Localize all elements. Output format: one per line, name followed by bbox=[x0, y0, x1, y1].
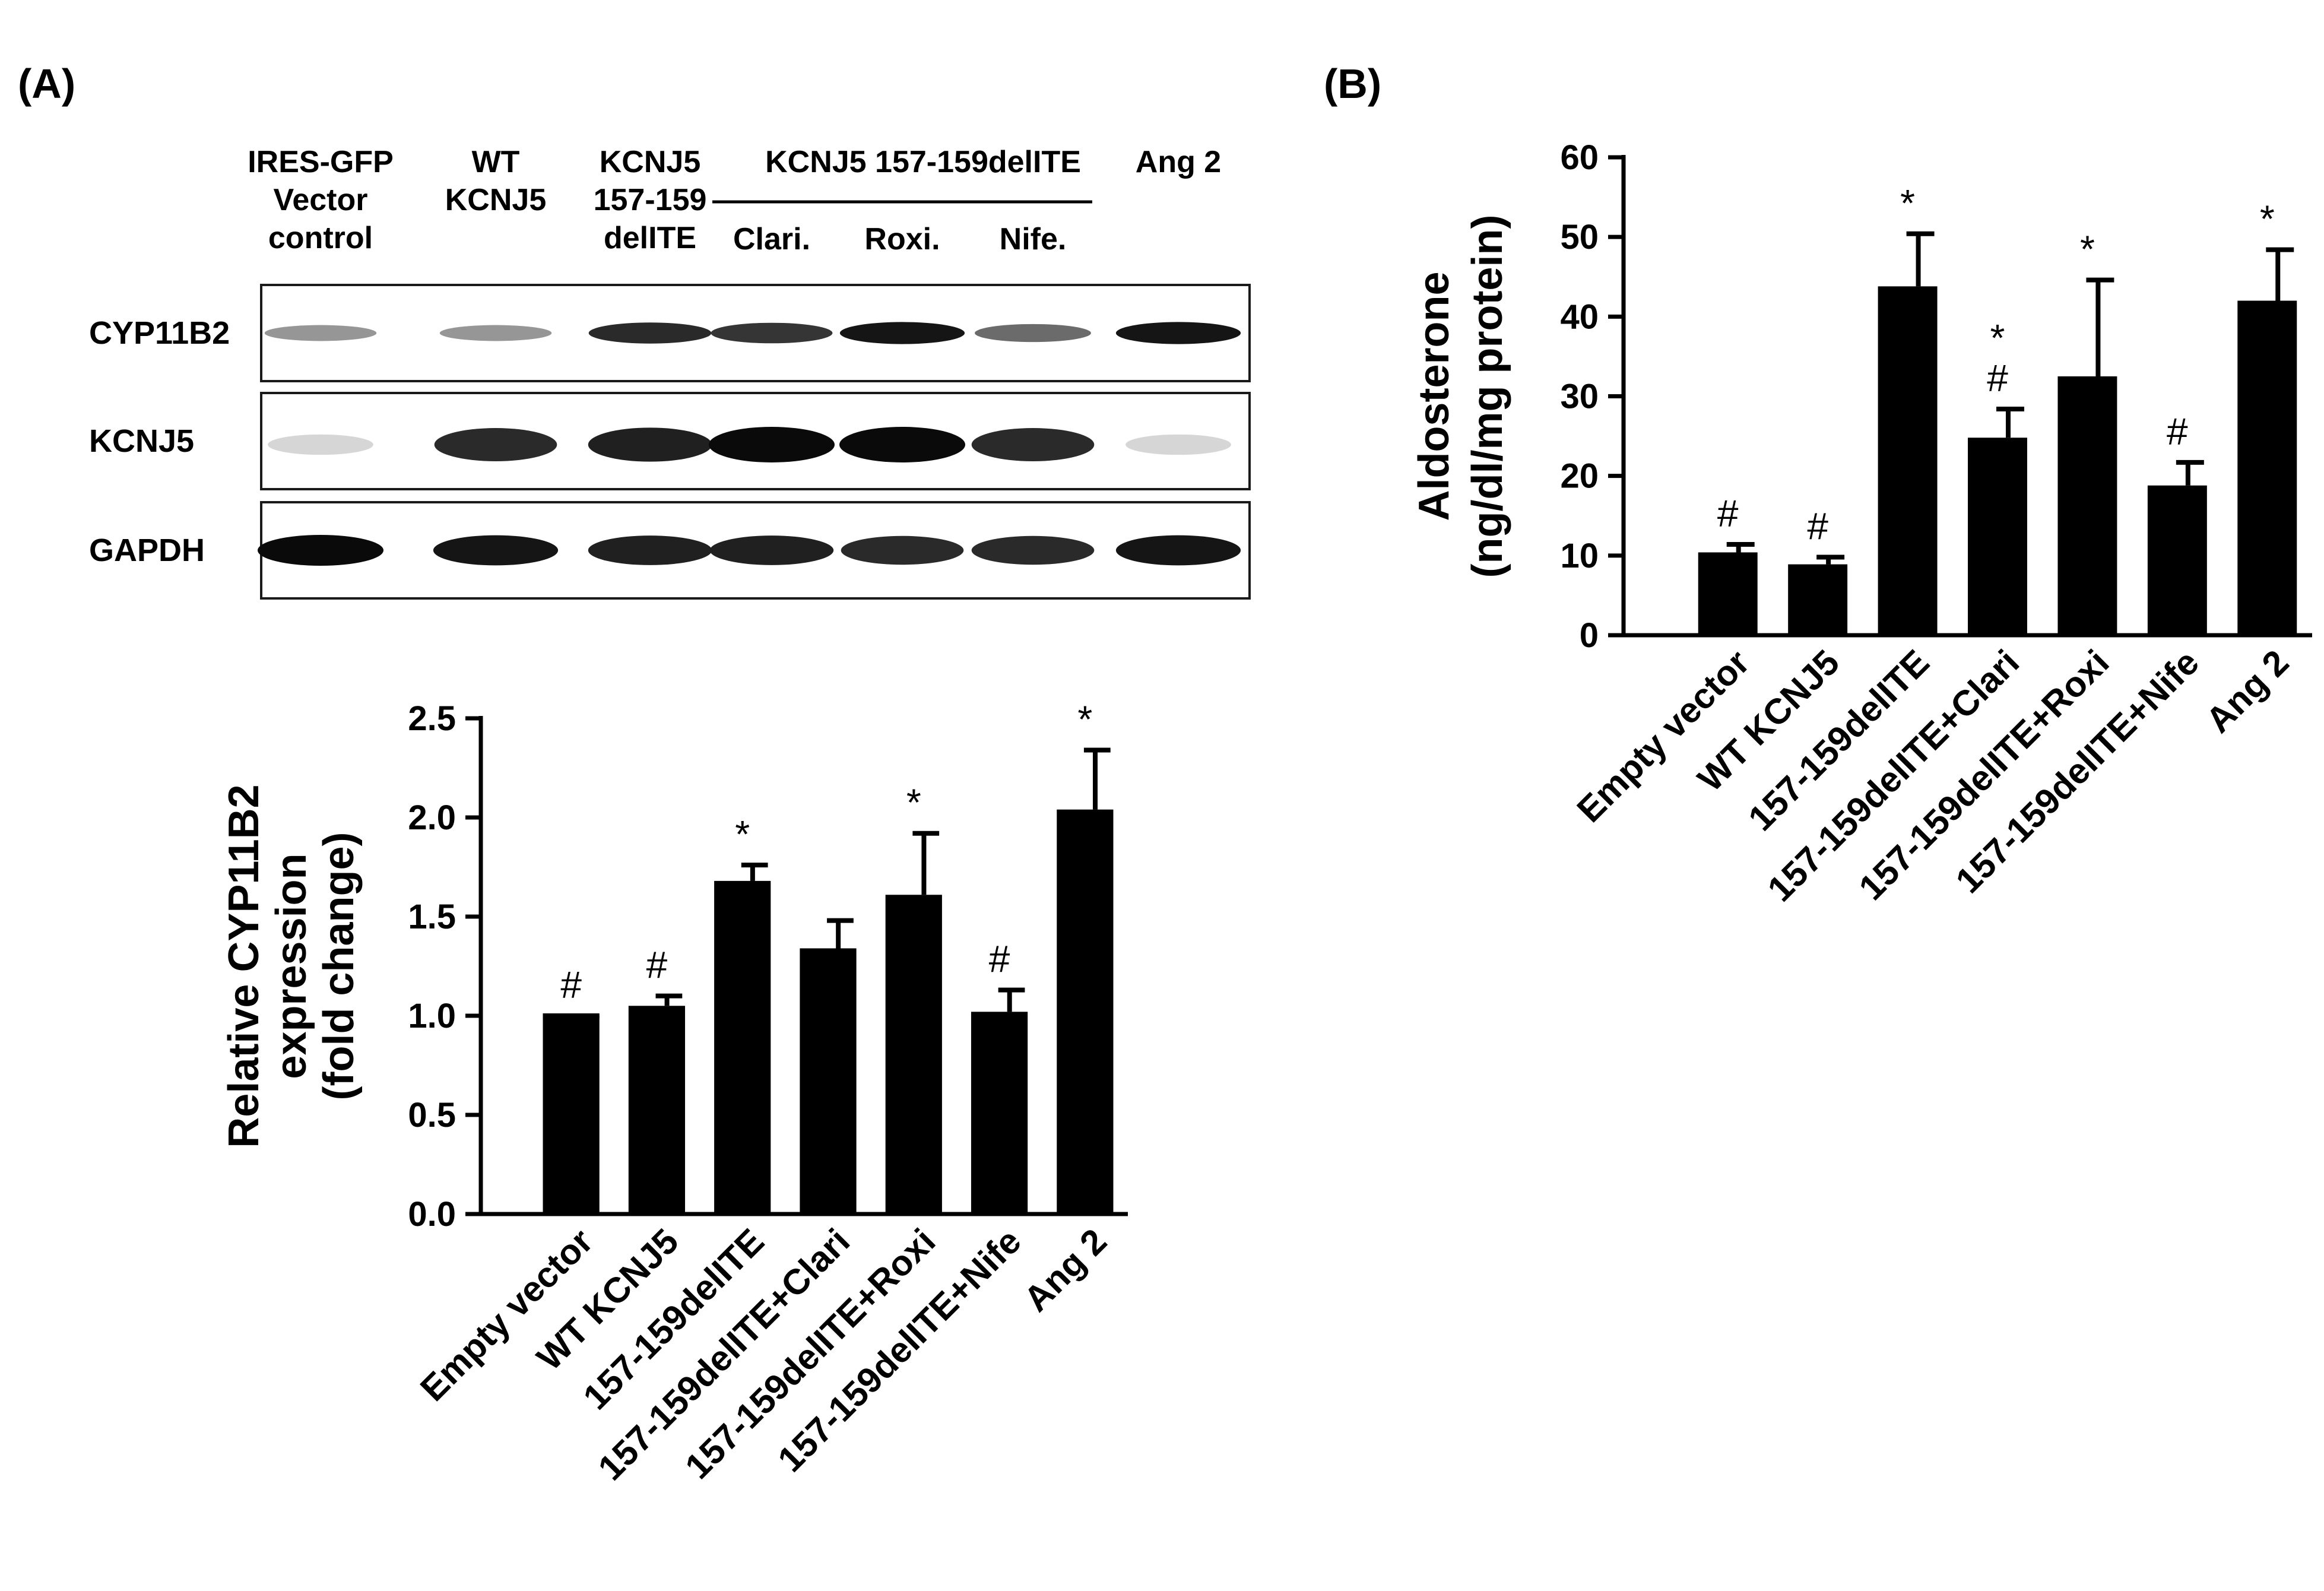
y-tick-label: 0 bbox=[1580, 616, 1599, 655]
blot-group-header: KCNJ5 157-159delITE bbox=[765, 145, 1081, 179]
blot-band bbox=[1115, 322, 1241, 344]
blot-band bbox=[268, 434, 373, 455]
blot-band bbox=[434, 428, 557, 461]
bar-1 bbox=[1788, 564, 1848, 635]
significance-star: * bbox=[1077, 698, 1092, 740]
significance-star: * bbox=[1900, 182, 1915, 224]
blot-row-kcnj5: KCNJ5 bbox=[89, 392, 1251, 490]
significance-hash: # bbox=[2167, 410, 2188, 453]
blot-lane-header-0: IRES-GFP bbox=[248, 145, 394, 179]
significance-hash: # bbox=[560, 964, 582, 1006]
bar-6 bbox=[1057, 809, 1114, 1214]
blot-row-cyp11b2: CYP11B2 bbox=[89, 284, 1251, 382]
y-axis-title: (fold change) bbox=[315, 832, 363, 1101]
chart-a-cyp11b2: 0.0 0.5 1.0 1.5 2.0 2.5 Relative CYP11B2 expres… bbox=[220, 698, 1128, 1488]
blot-band bbox=[264, 325, 377, 341]
y-tick-label: 1.5 bbox=[408, 898, 456, 936]
significance-hash: # bbox=[1717, 492, 1739, 535]
blot-lane-header-1: KCNJ5 bbox=[445, 183, 547, 217]
bar-1 bbox=[628, 1006, 686, 1214]
blot-band bbox=[971, 535, 1095, 565]
panel-b-label: (B) bbox=[1324, 61, 1381, 107]
bar-3 bbox=[1968, 438, 2027, 635]
y-tick-label: 0.0 bbox=[408, 1195, 456, 1234]
chart-b-aldosterone: 0 10 20 30 40 50 60 Aldosterone (ng/dl/mg protei… bbox=[1410, 138, 2312, 909]
blot-band bbox=[711, 322, 833, 344]
blot-lane-header-0: control bbox=[268, 221, 373, 255]
bar-4 bbox=[885, 895, 942, 1214]
blot-band bbox=[975, 324, 1091, 343]
y-tick-label: 50 bbox=[1560, 218, 1599, 256]
y-tick-label: 20 bbox=[1560, 457, 1599, 496]
blot-lane-header-6: Ang 2 bbox=[1136, 145, 1221, 179]
significance-star: * bbox=[735, 813, 750, 855]
blot-lane-header-1: WT bbox=[472, 145, 520, 179]
bar-2 bbox=[714, 880, 771, 1214]
blot-band bbox=[1115, 535, 1241, 566]
bar-0 bbox=[1698, 552, 1758, 635]
blot-lane-header-0: Vector bbox=[274, 183, 368, 217]
significance-hash: # bbox=[1807, 505, 1828, 548]
blot-lane-header-4: Roxi. bbox=[864, 222, 940, 256]
blot-band bbox=[439, 325, 552, 341]
panel-a-label: (A) bbox=[18, 61, 75, 107]
bar-6 bbox=[2237, 300, 2297, 635]
blot-band bbox=[709, 535, 834, 565]
blot-band bbox=[433, 535, 559, 566]
y-axis-title: Aldosterone bbox=[1410, 271, 1458, 521]
blot-band bbox=[839, 427, 965, 462]
y-tick-label: 0.5 bbox=[408, 1096, 456, 1134]
significance-star: * bbox=[906, 781, 921, 824]
y-axis-title: expression bbox=[268, 853, 315, 1079]
blot-band bbox=[709, 427, 835, 462]
y-tick-label: 2.5 bbox=[408, 699, 456, 738]
y-axis-title: (ng/dl/mg protein) bbox=[1464, 215, 1511, 578]
blot-row-label: CYP11B2 bbox=[89, 315, 230, 351]
blot-band bbox=[588, 535, 712, 565]
y-tick-label: 60 bbox=[1560, 138, 1599, 177]
blot-lane-header-2: delITE bbox=[604, 221, 696, 255]
blot-row-label: KCNJ5 bbox=[89, 423, 194, 459]
y-tick-label: 40 bbox=[1560, 297, 1599, 336]
blot-rows: CYP11B2 KCNJ5 GAPDH bbox=[89, 284, 1251, 600]
significance-star: * bbox=[1990, 316, 2005, 359]
bar-2 bbox=[1878, 286, 1938, 636]
significance-hash: # bbox=[646, 944, 668, 987]
significance-hash: # bbox=[1987, 357, 2008, 400]
y-tick-label: 2.0 bbox=[408, 798, 456, 837]
blot-lane-headers: IRES-GFP Vector control WT KCNJ5 KCNJ5 157-159… bbox=[248, 145, 1221, 256]
blot-band bbox=[258, 535, 383, 566]
blot-lane-header-2: 157-159 bbox=[594, 183, 707, 217]
blot-lane-header-5: Nife. bbox=[1000, 222, 1067, 256]
blot-lane-header-2: KCNJ5 bbox=[600, 145, 701, 179]
blot-band bbox=[839, 322, 965, 344]
western-blot: IRES-GFP Vector control WT KCNJ5 KCNJ5 157-159… bbox=[89, 145, 1251, 600]
significance-star: * bbox=[2080, 228, 2095, 271]
bar-5 bbox=[2147, 485, 2207, 635]
blot-band bbox=[971, 428, 1095, 461]
bar-0 bbox=[543, 1016, 600, 1214]
significance-hash: # bbox=[989, 938, 1010, 981]
bar-5 bbox=[971, 1012, 1028, 1214]
x-category-label: Ang 2 bbox=[2198, 642, 2296, 740]
bar-3 bbox=[800, 948, 857, 1214]
y-tick-label: 1.0 bbox=[408, 997, 456, 1035]
blot-row-gapdh: GAPDH bbox=[89, 501, 1251, 600]
y-tick-label: 10 bbox=[1560, 537, 1599, 575]
blot-lane-header-3: Clari. bbox=[733, 222, 810, 256]
blot-band bbox=[841, 535, 964, 565]
blot-row-label: GAPDH bbox=[89, 533, 205, 568]
bar-4 bbox=[2057, 376, 2117, 635]
x-category-label: Ang 2 bbox=[1016, 1221, 1114, 1319]
y-axis-title: Relative CYP11B2 bbox=[220, 784, 268, 1148]
blot-band bbox=[1125, 434, 1231, 455]
y-tick-label: 30 bbox=[1560, 378, 1599, 416]
blot-band bbox=[588, 322, 712, 344]
blot-band bbox=[588, 427, 712, 462]
significance-star: * bbox=[2260, 198, 2275, 240]
